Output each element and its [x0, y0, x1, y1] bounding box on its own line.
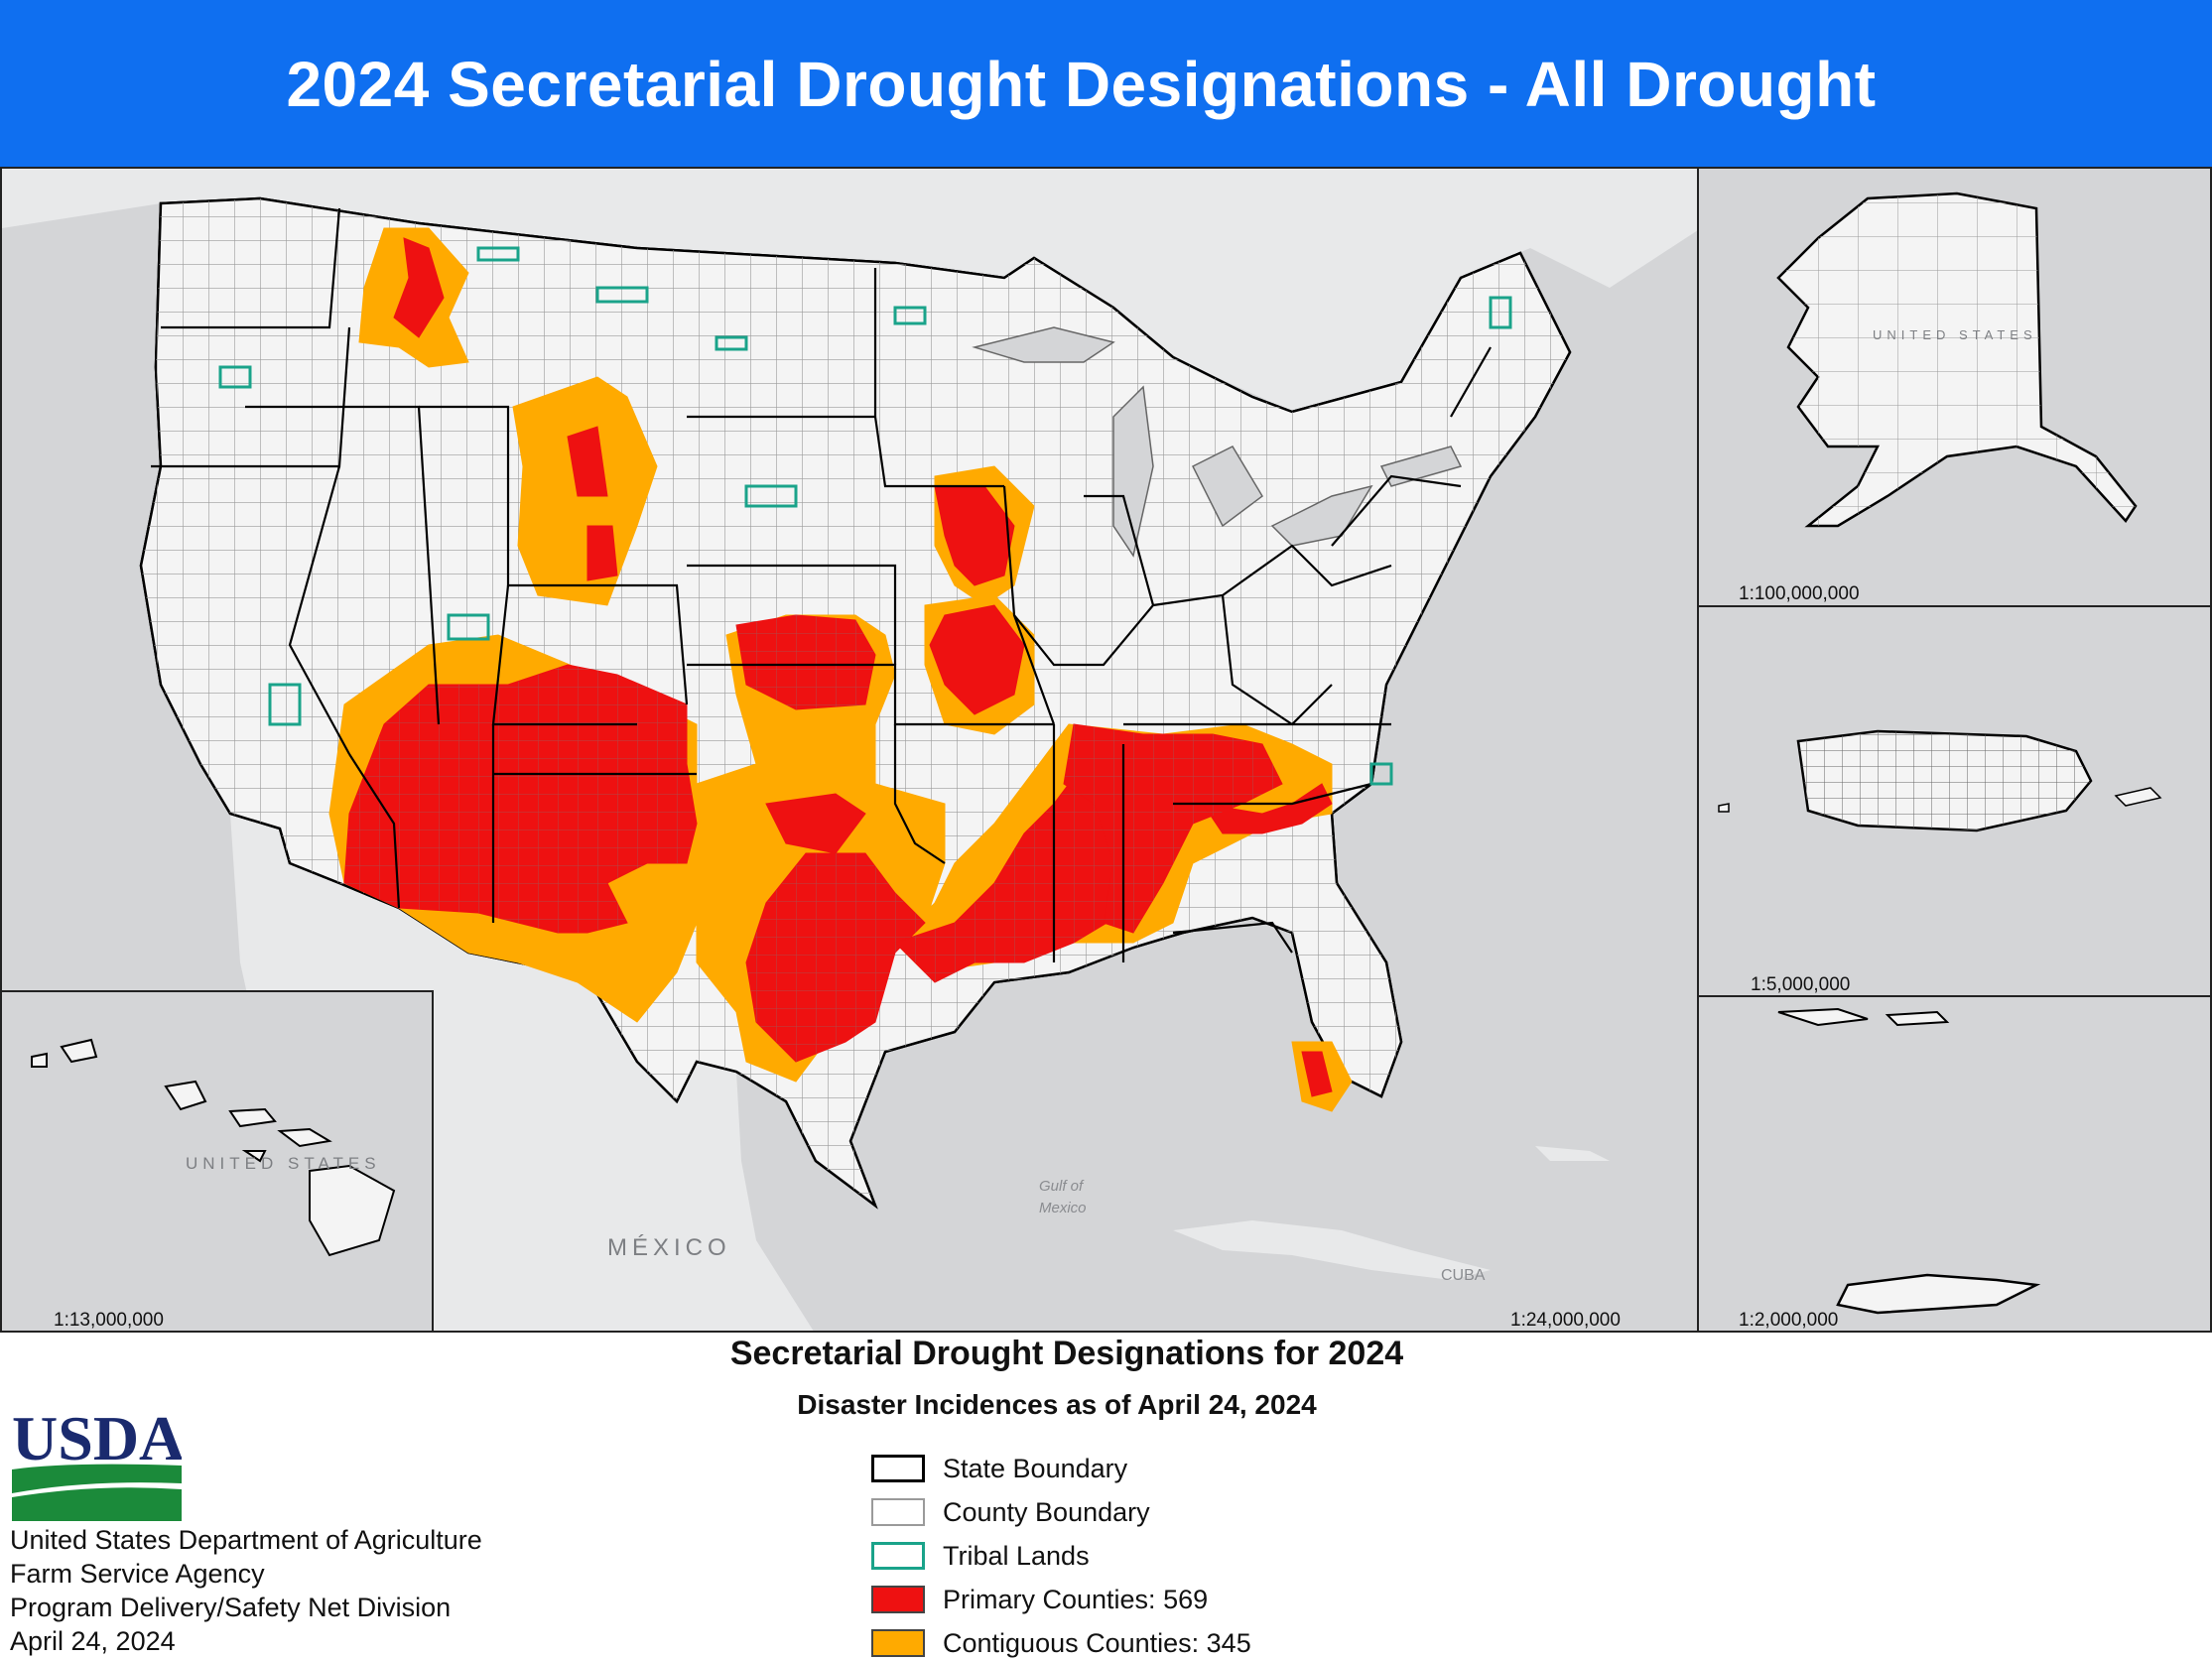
agency-line-3: Program Delivery/Safety Net Division	[10, 1593, 452, 1622]
agency-line-4: April 24, 2024	[10, 1626, 176, 1656]
alaska-boroughs	[1778, 193, 2136, 526]
virgin-islands-map	[1777, 1007, 2041, 1315]
main-scale: 1:24,000,000	[1510, 1310, 1621, 1331]
legend-swatch	[871, 1629, 925, 1657]
virgin-islands-scale: 1:2,000,000	[1739, 1310, 1839, 1331]
state-boundaries	[151, 207, 1492, 962]
puerto-rico-map	[1718, 729, 2162, 832]
legend-item-state-boundary: State Boundary	[871, 1452, 1127, 1485]
legend-swatch	[871, 1498, 925, 1526]
alaska-inset: UNITED STATES 1:100,000,000	[1697, 167, 2212, 607]
legend-label: Tribal Lands	[943, 1540, 1090, 1571]
usda-logo: USDA	[12, 1404, 182, 1521]
agency-line-2: Farm Service Agency	[10, 1559, 265, 1589]
map-label-mexico: MÉXICO	[607, 1234, 731, 1261]
conus-map-panel: MÉXICO Gulf of Mexico CUBA 1:24,000,000	[0, 167, 1699, 1333]
puerto-rico-municipios	[1798, 731, 2091, 830]
legend-swatch	[871, 1455, 925, 1482]
legend-label: State Boundary	[943, 1453, 1128, 1483]
header-banner: 2024 Secretarial Drought Designations - …	[0, 0, 2212, 169]
puerto-rico-scale: 1:5,000,000	[1751, 974, 1851, 995]
legend-subtitle: Disaster Incidences as of April 24, 2024	[797, 1389, 1317, 1420]
legend-item-tribal-lands: Tribal Lands	[871, 1539, 1090, 1573]
st-croix-landmass	[1836, 1273, 2041, 1315]
legend-item-primary-counties: Primary Counties: 569	[871, 1583, 1208, 1616]
legend-item-county-boundary: County Boundary	[871, 1495, 1150, 1529]
alaska-scale: 1:100,000,000	[1739, 583, 1860, 604]
cuba-landmass	[1173, 1220, 1491, 1280]
legend-item-contiguous-counties: Contiguous Counties: 345	[871, 1626, 1251, 1660]
legend-swatch	[871, 1542, 925, 1570]
great-lakes	[972, 326, 1463, 558]
usda-logo-text: USDA	[12, 1404, 182, 1473]
florida-keys	[1535, 1146, 1610, 1161]
hawaii-map: UNITED STATES	[31, 1038, 396, 1257]
canada-landmass	[2, 169, 1697, 412]
map-label-gulf-1: Gulf of	[1039, 1178, 1085, 1195]
puerto-rico-inset: 1:5,000,000	[1697, 605, 2212, 997]
agency-line-1: United States Department of Agriculture	[10, 1525, 482, 1555]
hawaii-inset: UNITED STATES 1:13,000,000	[0, 990, 434, 1333]
legend-label: County Boundary	[943, 1496, 1150, 1527]
alaska-map: UNITED STATES	[1776, 192, 2138, 528]
map-label-cuba: CUBA	[1441, 1267, 1486, 1284]
hawaii-label-us: UNITED STATES	[186, 1154, 381, 1173]
hawaii-scale: 1:13,000,000	[54, 1310, 164, 1331]
tribal-lands	[218, 246, 1512, 786]
map-label-gulf-2: Mexico	[1039, 1200, 1087, 1216]
legend-title: Secretarial Drought Designations for 202…	[729, 1335, 1404, 1372]
virgin-islands-inset: 1:2,000,000	[1697, 995, 2212, 1333]
alaska-label-us: UNITED STATES	[1873, 327, 2037, 342]
legend-label: Primary Counties: 569	[943, 1584, 1209, 1614]
county-overlay	[344, 615, 1282, 1062]
legend-swatch	[871, 1586, 925, 1613]
conus-map: MÉXICO Gulf of Mexico CUBA	[2, 169, 1697, 1331]
legend-label: Contiguous Counties: 345	[943, 1627, 1251, 1658]
page-title: 2024 Secretarial Drought Designations - …	[286, 49, 1877, 120]
